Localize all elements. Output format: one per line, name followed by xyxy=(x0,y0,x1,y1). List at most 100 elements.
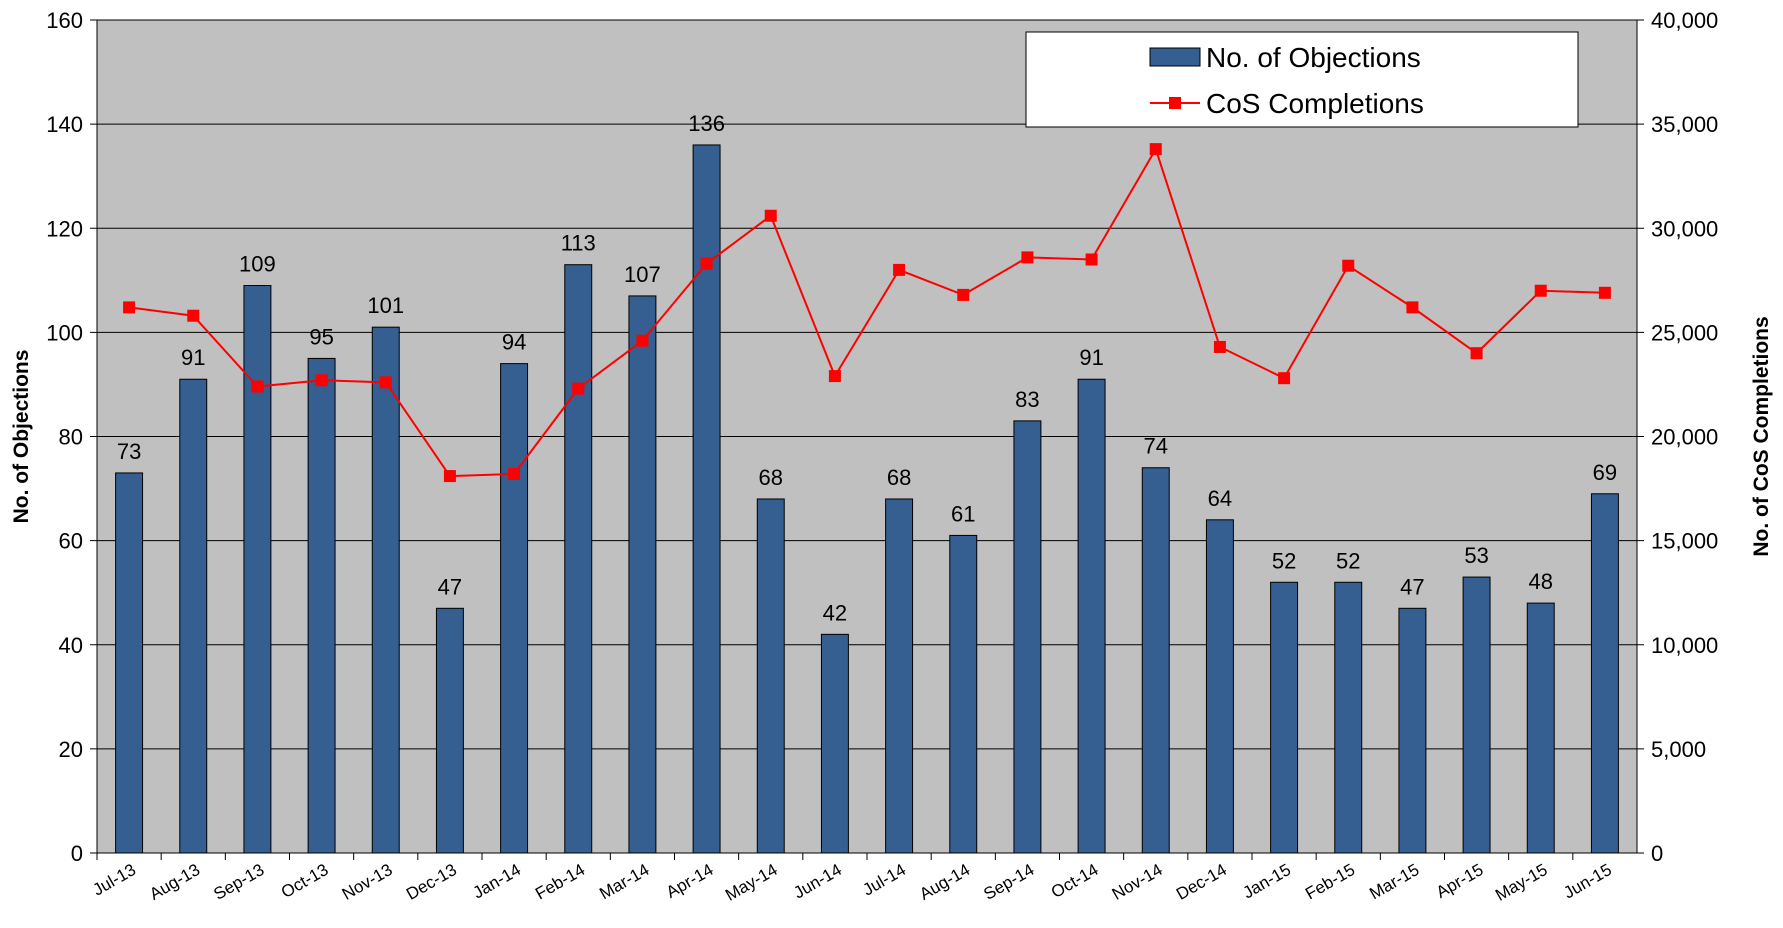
line-marker xyxy=(123,301,136,314)
y2-tick-label: 0 xyxy=(1651,841,1663,866)
legend-label: No. of Objections xyxy=(1206,42,1421,73)
x-tick-label: Apr-14 xyxy=(663,860,717,902)
data-label: 83 xyxy=(1015,387,1039,412)
x-tick-label: Jan-15 xyxy=(1240,860,1295,902)
bar xyxy=(1590,493,1619,854)
y-tick-label: 140 xyxy=(46,112,83,137)
line-marker xyxy=(187,309,200,322)
line-marker xyxy=(1149,143,1162,156)
line-marker xyxy=(443,470,456,483)
legend-swatch xyxy=(1149,47,1201,67)
y2-axis-title: No. of CoS Completions xyxy=(1750,316,1773,556)
data-label: 47 xyxy=(1400,574,1424,599)
x-tick-label: Mar-15 xyxy=(1366,860,1422,903)
bar xyxy=(500,363,529,854)
data-label: 47 xyxy=(438,574,462,599)
data-label: 94 xyxy=(502,330,526,355)
bar xyxy=(949,534,978,854)
data-label: 74 xyxy=(1144,434,1168,459)
x-tick-label: Nov-14 xyxy=(1109,860,1166,904)
data-label: 68 xyxy=(887,465,911,490)
y2-tick-label: 20,000 xyxy=(1651,425,1718,450)
x-tick-label: Dec-13 xyxy=(403,860,460,904)
x-tick-label: Oct-13 xyxy=(278,860,332,902)
y2-tick-label: 15,000 xyxy=(1651,529,1718,554)
data-label: 73 xyxy=(117,439,141,464)
x-tick-label: Apr-15 xyxy=(1433,860,1487,902)
y-tick-label: 120 xyxy=(46,216,83,241)
y-tick-label: 80 xyxy=(59,425,83,450)
data-label: 48 xyxy=(1529,569,1553,594)
data-label: 42 xyxy=(823,600,847,625)
y-tick-label: 20 xyxy=(59,737,83,762)
bar xyxy=(1526,602,1555,854)
bar xyxy=(885,498,914,854)
bar xyxy=(435,607,464,854)
line-marker xyxy=(1470,347,1483,360)
x-tick-label: Sep-14 xyxy=(980,860,1037,904)
x-tick-label: Jun-15 xyxy=(1560,860,1615,902)
y2-tick-label: 10,000 xyxy=(1651,633,1718,658)
y2-tick-label: 40,000 xyxy=(1651,8,1718,33)
y-tick-label: 60 xyxy=(59,529,83,554)
y2-tick-label: 25,000 xyxy=(1651,320,1718,345)
bar xyxy=(628,295,657,854)
line-marker xyxy=(1406,301,1419,314)
data-label: 68 xyxy=(759,465,783,490)
y-tick-label: 40 xyxy=(59,633,83,658)
data-label: 136 xyxy=(688,111,725,136)
y-tick-label: 160 xyxy=(46,8,83,33)
x-tick-label: Sep-13 xyxy=(210,860,267,904)
legend-label: CoS Completions xyxy=(1206,88,1424,119)
x-tick-label: Feb-14 xyxy=(532,860,588,903)
bar xyxy=(307,357,336,854)
bar xyxy=(179,378,208,854)
bar xyxy=(1398,607,1427,854)
x-tick-label: Dec-14 xyxy=(1173,860,1230,904)
line-marker xyxy=(1534,284,1547,297)
x-tick-label: May-14 xyxy=(722,860,781,905)
y2-tick-label: 5,000 xyxy=(1651,737,1706,762)
line-marker xyxy=(1342,259,1355,272)
line-marker xyxy=(700,257,713,270)
line-marker xyxy=(1213,340,1226,353)
line-marker xyxy=(379,376,392,389)
data-label: 64 xyxy=(1208,486,1232,511)
line-marker xyxy=(1278,372,1291,385)
line-marker xyxy=(957,288,970,301)
x-tick-label: Feb-15 xyxy=(1302,860,1358,903)
bar xyxy=(1205,519,1234,854)
line-marker xyxy=(893,263,906,276)
y-tick-label: 100 xyxy=(46,320,83,345)
bar xyxy=(820,633,849,854)
y-axis-title: No. of Objections xyxy=(10,350,33,524)
legend-box xyxy=(1025,31,1579,128)
x-tick-label: Aug-13 xyxy=(146,860,203,904)
x-tick-label: Jan-14 xyxy=(470,860,525,902)
x-tick-label: Oct-14 xyxy=(1048,860,1102,902)
bar xyxy=(1077,378,1106,854)
data-label: 91 xyxy=(1079,345,1103,370)
data-label: 109 xyxy=(239,252,276,277)
x-tick-label: Nov-13 xyxy=(339,860,396,904)
bar xyxy=(1013,420,1042,854)
x-tick-label: May-15 xyxy=(1492,860,1551,905)
line-marker xyxy=(636,334,649,347)
line-marker xyxy=(315,374,328,387)
line-marker xyxy=(251,380,264,393)
bar xyxy=(692,144,721,854)
bar xyxy=(1462,576,1491,854)
bar xyxy=(564,264,593,854)
line-marker xyxy=(1085,253,1098,266)
y2-tick-label: 30,000 xyxy=(1651,216,1718,241)
bar xyxy=(756,498,785,854)
x-tick-label: Jul-14 xyxy=(859,860,909,900)
x-tick-label: Jul-13 xyxy=(89,860,139,900)
data-label: 107 xyxy=(624,262,661,287)
bar xyxy=(1334,581,1363,854)
line xyxy=(128,146,1605,478)
bar xyxy=(243,285,272,854)
x-tick-label: Aug-14 xyxy=(916,860,973,904)
line-marker xyxy=(828,370,841,383)
